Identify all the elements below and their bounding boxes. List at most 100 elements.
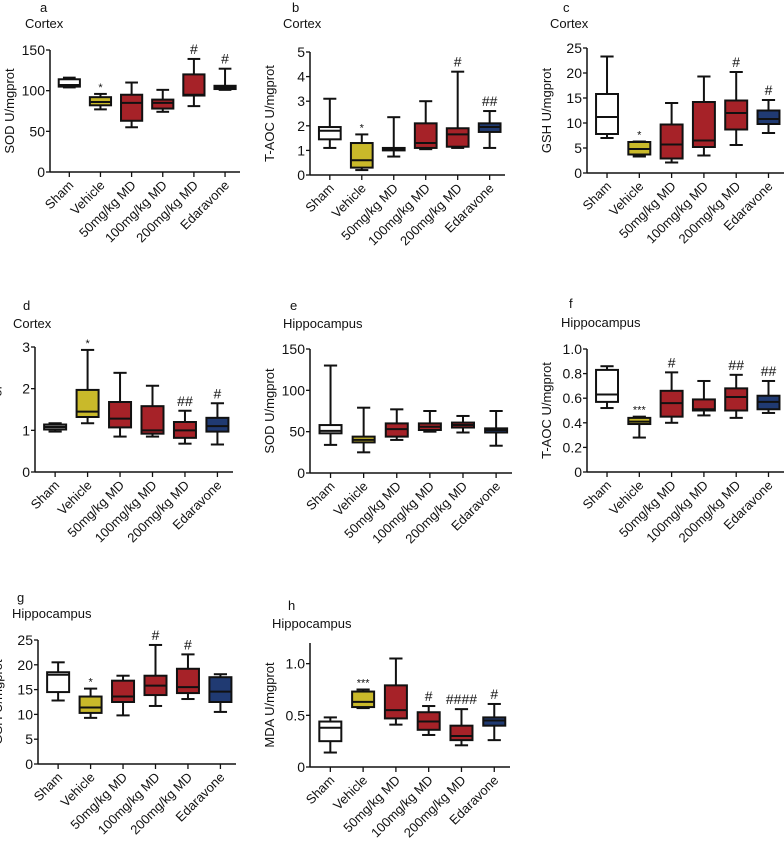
- significance-annotation: *: [360, 122, 365, 134]
- box-0: [595, 55, 620, 139]
- significance-annotation: #: [490, 686, 498, 702]
- box-iqr: [482, 716, 507, 727]
- y-tick-label: 0: [297, 167, 305, 183]
- y-tick-label: 20: [17, 657, 33, 673]
- box-3: [691, 379, 716, 417]
- y-tick-label: 0.8: [563, 366, 583, 382]
- box-1: [88, 92, 113, 111]
- box-5: [205, 402, 230, 446]
- significance-annotation: *: [88, 677, 93, 689]
- box-iqr: [595, 368, 620, 403]
- box-0: [595, 365, 620, 410]
- box-iqr: [449, 724, 474, 742]
- y-tick-label: 2: [22, 381, 30, 397]
- box-iqr: [691, 101, 716, 148]
- box-iqr: [175, 667, 200, 695]
- panel-title: Hippocampus: [12, 606, 92, 621]
- significance-annotation: ***: [633, 405, 647, 417]
- box-iqr: [724, 387, 749, 412]
- box-5: [756, 99, 781, 134]
- y-axis-label: GSH U/mgprot: [539, 67, 554, 153]
- y-tick-label: 150: [282, 341, 306, 357]
- panel-letter: b: [292, 0, 299, 15]
- panel-title: Cortex: [13, 316, 52, 331]
- box-3: [417, 410, 442, 433]
- box-iqr: [445, 127, 470, 148]
- panel-letter: f: [569, 296, 573, 311]
- panel-letter: d: [23, 298, 30, 313]
- significance-annotation: ####: [446, 691, 477, 707]
- significance-annotation: ##: [761, 363, 777, 379]
- y-tick-label: 1: [297, 142, 305, 158]
- box-4: [450, 414, 475, 434]
- y-tick-label: 3: [297, 93, 305, 109]
- box-4: [175, 653, 200, 701]
- box-5: [482, 702, 507, 742]
- box-2: [659, 371, 684, 424]
- y-tick-label: 5: [574, 140, 582, 156]
- box-0: [57, 76, 81, 89]
- box-iqr: [724, 99, 749, 131]
- y-tick-label: 1.0: [563, 341, 583, 357]
- box-3: [416, 705, 441, 736]
- y-tick-label: 4: [297, 69, 305, 85]
- y-tick-label: 0.2: [563, 439, 583, 455]
- y-tick-label: 25: [566, 40, 582, 56]
- box-5: [484, 410, 509, 447]
- box-iqr: [413, 122, 438, 149]
- box-1: [349, 133, 374, 172]
- significance-annotation: ***: [357, 678, 371, 690]
- y-axis-label: SOD U/mgprot: [2, 68, 17, 154]
- box-iqr: [46, 671, 71, 694]
- box-iqr: [317, 126, 342, 141]
- box-1: [78, 687, 103, 719]
- panel-title: Cortex: [25, 16, 64, 31]
- box-2: [108, 371, 133, 438]
- y-tick-label: 10: [17, 706, 33, 722]
- box-2: [120, 81, 144, 129]
- box-iqr: [111, 679, 136, 703]
- box-iqr: [78, 695, 103, 714]
- box-5: [208, 673, 233, 713]
- panel-letter: e: [290, 298, 297, 313]
- y-tick-label: 0.4: [563, 415, 583, 431]
- significance-annotation: #: [668, 354, 676, 370]
- y-tick-label: 0: [297, 759, 305, 775]
- box-4: [445, 70, 470, 149]
- y-tick-label: 2: [297, 118, 305, 134]
- box-0: [318, 716, 343, 754]
- significance-annotation: #: [190, 41, 198, 57]
- y-axis-label: T-AOC U/mgprot: [262, 65, 277, 162]
- y-tick-label: 20: [566, 65, 582, 81]
- panel-title: Hippocampus: [272, 616, 352, 631]
- significance-annotation: ##: [177, 393, 193, 409]
- box-iqr: [383, 684, 408, 720]
- box-5: [213, 67, 237, 91]
- box-3: [143, 643, 168, 707]
- box-5: [756, 379, 781, 414]
- box-iqr: [691, 398, 716, 412]
- box-3: [140, 384, 165, 438]
- box-iqr: [349, 142, 374, 169]
- box-iqr: [208, 676, 233, 704]
- box-0: [43, 422, 68, 433]
- box-iqr: [120, 93, 144, 122]
- box-1: [627, 415, 652, 439]
- y-tick-label: 50: [29, 123, 45, 139]
- panel-letter: a: [40, 0, 48, 15]
- box-iqr: [57, 78, 81, 88]
- box-iqr: [659, 123, 684, 160]
- box-iqr: [318, 424, 343, 435]
- y-tick-label: 100: [282, 382, 306, 398]
- panel-f: f Hippocampus T-AOC U/mgprot 0 0.2 0.4 0.6 0.8 1…: [539, 296, 784, 545]
- panel-letter: c: [563, 0, 570, 15]
- y-tick-label: 100: [22, 83, 46, 99]
- significance-annotation: #: [765, 82, 773, 98]
- y-tick-label: 0: [297, 465, 305, 481]
- box-0: [46, 661, 71, 702]
- panel-title: Cortex: [550, 16, 589, 31]
